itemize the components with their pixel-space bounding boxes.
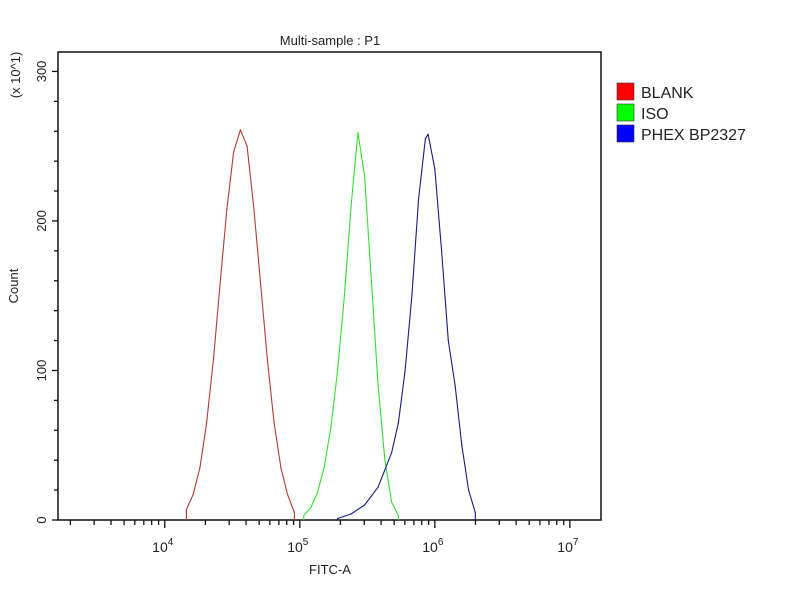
- data-point: [384, 459, 386, 461]
- data-point: [357, 132, 359, 134]
- legend-label: PHEX BP2327: [641, 127, 746, 144]
- series-line-iso: [303, 132, 399, 520]
- data-point: [309, 507, 312, 509]
- data-point: [343, 295, 345, 297]
- legend-swatch: [616, 103, 635, 122]
- data-point: [440, 250, 443, 252]
- legend-swatch: [616, 82, 635, 101]
- data-point: [337, 517, 339, 520]
- series-line-phex-bp2327: [337, 133, 476, 520]
- x-tick-label: 105: [287, 537, 309, 555]
- data-point: [192, 493, 194, 496]
- data-point: [377, 486, 379, 488]
- data-point: [226, 208, 228, 210]
- data-point: [370, 280, 372, 282]
- histogram-series: [185, 129, 476, 520]
- data-point: [239, 129, 241, 131]
- legend: BLANK ISO PHEX BP2327: [616, 82, 746, 144]
- data-point: [293, 511, 295, 514]
- data-point: [397, 422, 399, 424]
- legend-swatch: [616, 124, 635, 143]
- data-point: [350, 205, 352, 207]
- x-tick-label: 107: [557, 537, 579, 555]
- data-point: [377, 384, 379, 387]
- data-point: [323, 467, 325, 469]
- legend-label: ISO: [641, 106, 669, 123]
- data-point: [330, 426, 332, 428]
- y-axis: 0 100 200 300: [34, 61, 58, 524]
- data-point: [185, 508, 187, 511]
- data-point: [467, 489, 470, 491]
- data-point: [427, 133, 429, 135]
- data-point: [253, 208, 255, 210]
- data-point: [260, 283, 262, 285]
- y-tick-label: 100: [34, 360, 49, 382]
- data-point: [273, 422, 275, 424]
- y-axis-label: Count: [6, 268, 21, 303]
- legend-label: BLANK: [641, 85, 694, 102]
- data-point: [206, 422, 208, 424]
- data-point: [454, 384, 456, 387]
- data-point: [461, 444, 463, 446]
- y-tick-label: 200: [34, 210, 49, 232]
- data-point: [303, 514, 305, 517]
- data-point: [418, 197, 420, 200]
- data-point: [411, 295, 413, 297]
- y-tick-label: 0: [34, 516, 49, 523]
- x-tick-label: 106: [422, 537, 444, 555]
- data-point: [404, 369, 406, 372]
- data-point: [266, 359, 268, 361]
- data-point: [474, 511, 476, 514]
- data-point: [212, 359, 214, 361]
- data-point: [364, 504, 366, 506]
- data-point: [350, 513, 352, 515]
- data-point: [287, 493, 289, 496]
- series-line-blank: [185, 129, 295, 520]
- x-axis-label: FITC-A: [309, 562, 351, 577]
- data-point: [337, 369, 339, 372]
- plot-frame: [57, 51, 602, 521]
- data-point: [424, 138, 426, 140]
- data-point: [316, 492, 318, 494]
- chart-title: Multi-sample : P1: [280, 33, 380, 48]
- data-point: [280, 467, 282, 469]
- data-point: [199, 467, 201, 469]
- y-tick-label: 300: [34, 61, 49, 83]
- x-tick-label: 104: [152, 537, 174, 555]
- data-point: [447, 339, 449, 342]
- data-point: [219, 283, 221, 285]
- data-point: [246, 145, 248, 147]
- data-point: [434, 168, 436, 170]
- y-multiplier-label: (x 10^1): [8, 52, 23, 99]
- data-point: [364, 175, 366, 177]
- data-point: [397, 514, 399, 517]
- data-point: [391, 501, 393, 503]
- data-point: [391, 452, 393, 454]
- data-point: [233, 151, 235, 153]
- x-axis: 104 105 106 107: [69, 520, 579, 555]
